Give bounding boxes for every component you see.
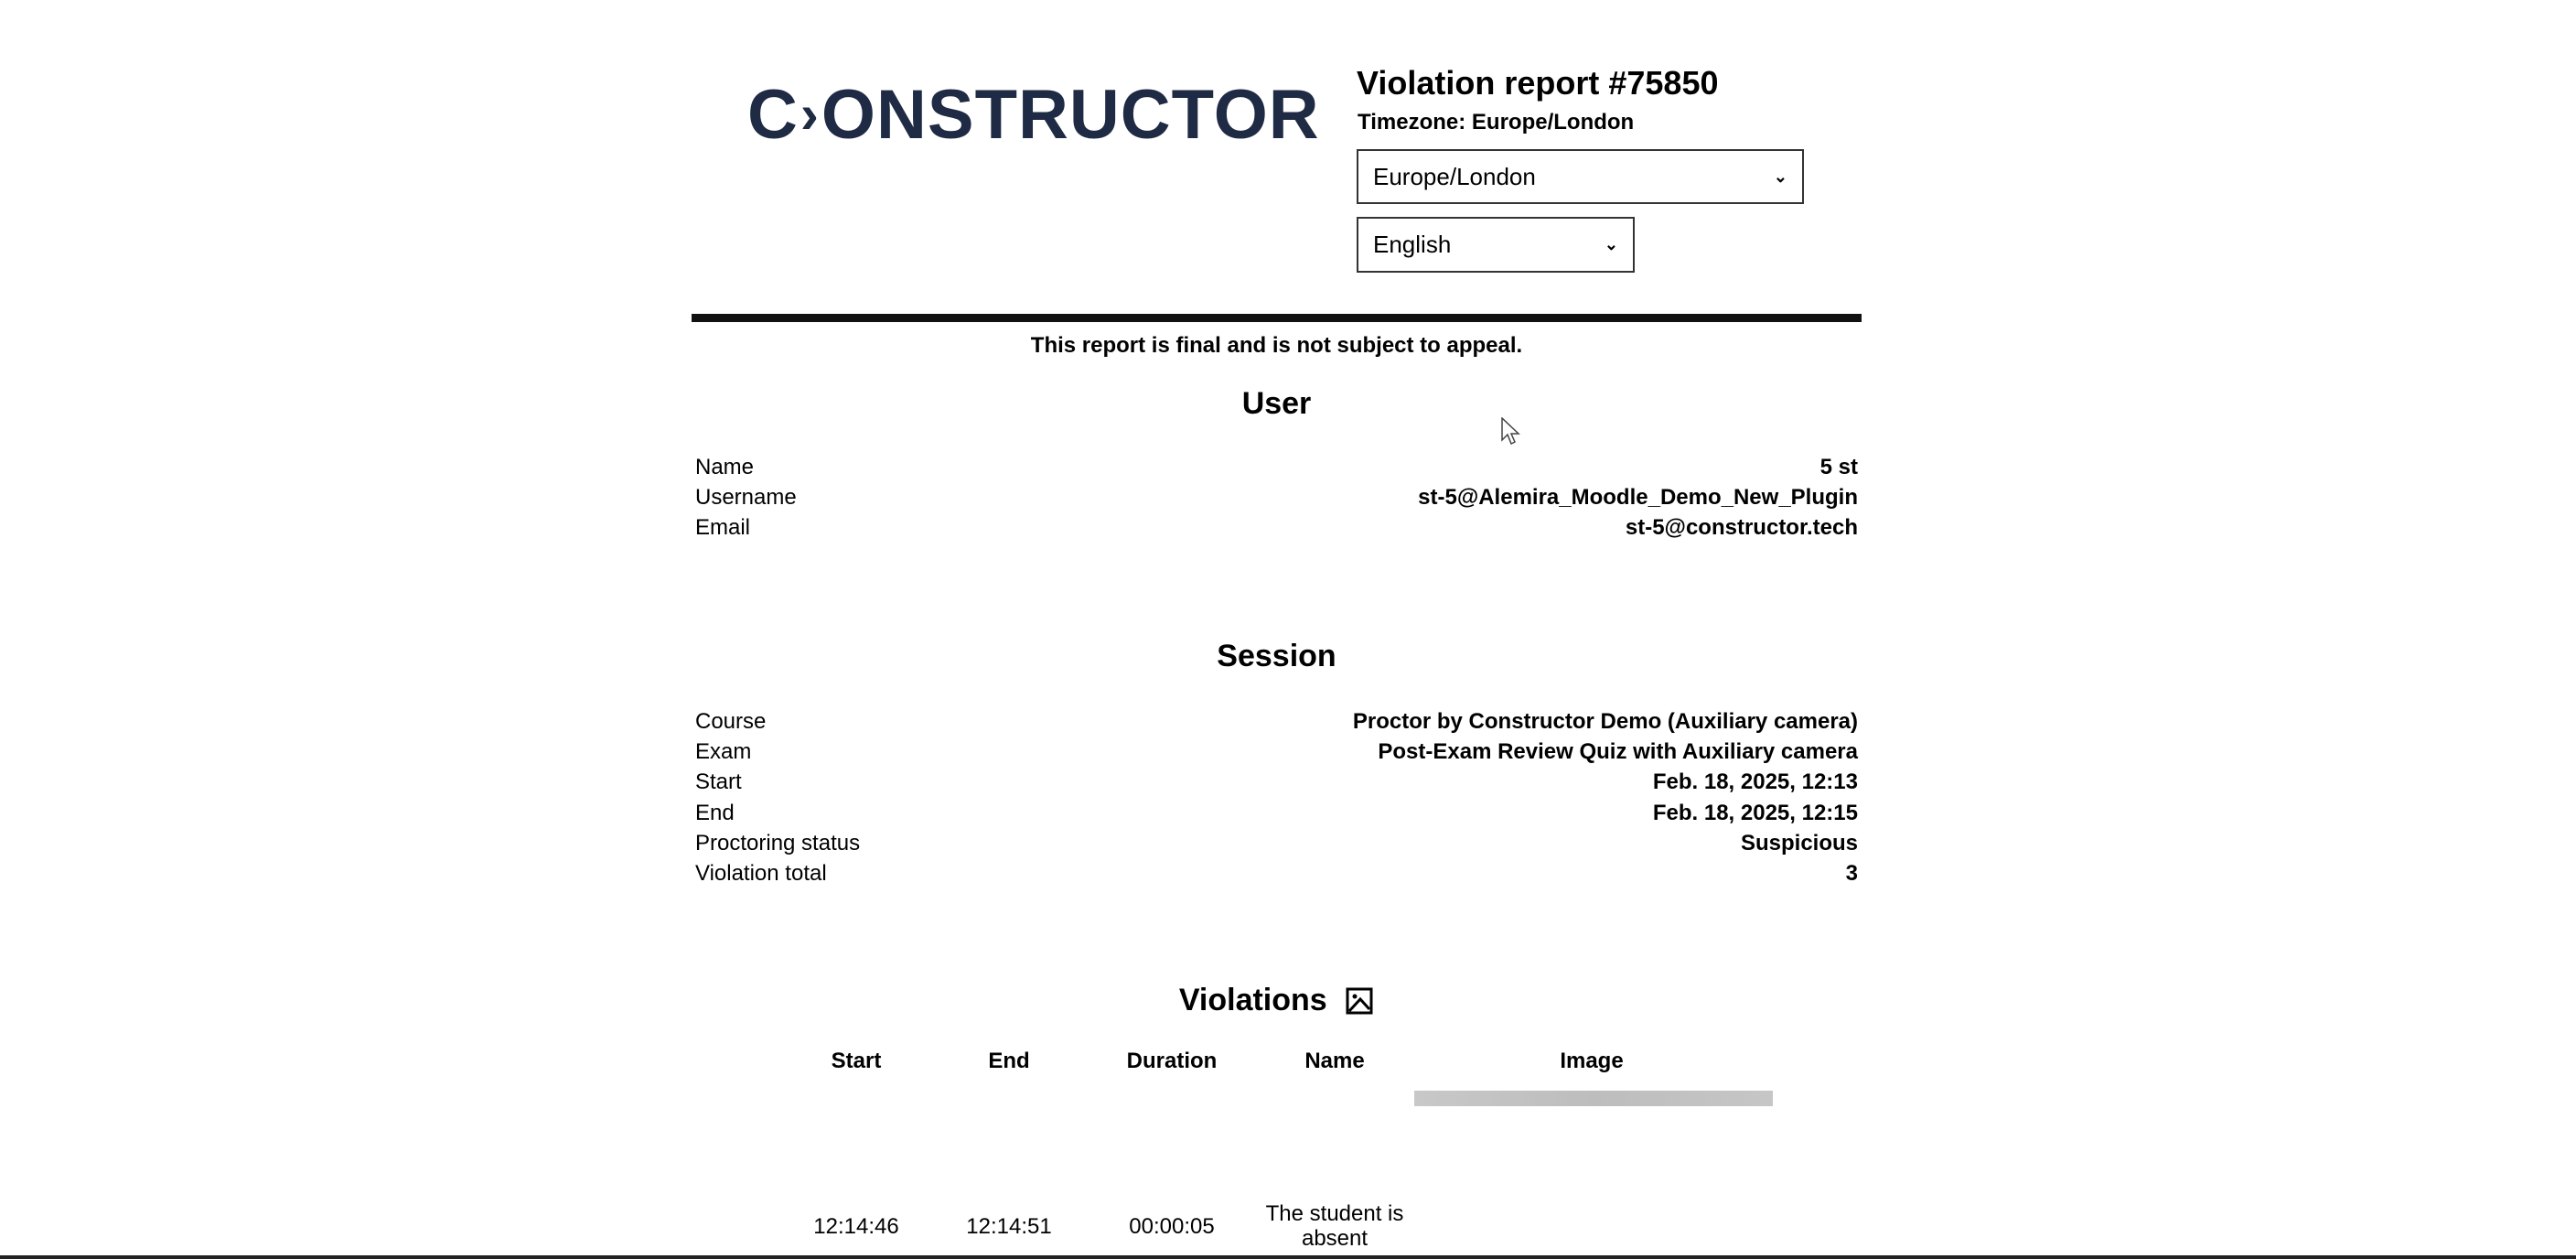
column-header-image: Image [1560,1049,1624,1073]
row-label: Start [695,769,742,795]
info-row: Email st-5@constructor.tech [695,512,1858,543]
session-heading: Session [1217,639,1336,673]
column-header-duration: Duration [1126,1049,1218,1073]
info-row: End Feb. 18, 2025, 12:15 [695,798,1858,828]
column-header-end: End [988,1049,1030,1073]
report-title: Violation report #75850 [1357,64,1719,102]
row-label: Username [695,485,797,511]
image-loading-bar [1414,1091,1773,1106]
row-value: st-5@constructor.tech [1625,515,1858,541]
timezone-label: Timezone: Europe/London [1358,110,1635,135]
column-header-name: Name [1304,1049,1365,1073]
row-label: Name [695,455,755,479]
chevron-down-icon: ⌄ [1773,167,1787,186]
violations-heading: Violations [692,983,1862,1018]
info-row: Username st-5@Alemira_Moodle_Demo_New_Plu… [695,482,1858,512]
row-label: Email [695,515,751,541]
info-row: Exam Post-Exam Review Quiz with Auxiliary… [695,737,1858,767]
row-value: Post-Exam Review Quiz with Auxiliary cam… [1378,739,1858,765]
image-icon[interactable] [1345,986,1374,1016]
info-row: Course Proctor by Constructor Demo (Auxil… [695,706,1858,737]
header-divider [692,314,1862,322]
violations-heading-text: Violations [1178,983,1327,1017]
info-row: Name 5 st [695,452,1858,482]
user-heading: User [1241,386,1312,421]
info-row: Start Feb. 18, 2025, 12:13 [695,767,1858,797]
row-value: 3 [1845,861,1858,886]
column-header-start: Start [831,1049,882,1073]
final-notice: This report is final and is not subject … [1030,333,1523,358]
timezone-select[interactable]: Europe/London ⌄ [1357,149,1804,204]
mouse-cursor-icon [1501,417,1520,446]
language-select-value: English [1373,231,1452,258]
row-label: Violation total [695,861,827,886]
row-label: Course [695,709,767,734]
info-row: Violation total 3 [695,858,1858,888]
violation-duration: 00:00:05 [1129,1214,1215,1239]
language-select[interactable]: English ⌄ [1357,217,1635,273]
row-value: 5 st [1819,455,1858,479]
violation-start: 12:14:46 [813,1214,899,1239]
row-value: Proctor by Constructor Demo (Auxiliary c… [1352,709,1858,734]
logo-text: C›ONSTRUCTOR [747,76,1320,154]
row-value: st-5@Alemira_Moodle_Demo_New_Plugin [1418,485,1858,511]
row-label: Exam [695,739,752,765]
info-row: Proctoring status Suspicious [695,828,1858,858]
row-value: Suspicious [1740,830,1858,855]
constructor-logo: C›ONSTRUCTOR [747,81,1320,150]
row-label: End [695,800,735,825]
timezone-select-value: Europe/London [1373,162,1536,190]
violation-name: The student is absent [1265,1201,1404,1251]
row-value: Feb. 18, 2025, 12:15 [1652,800,1858,825]
chevron-down-icon: ⌄ [1604,235,1618,253]
row-value: Feb. 18, 2025, 12:13 [1652,769,1858,795]
violation-end: 12:14:51 [966,1214,1052,1239]
row-label: Proctoring status [695,830,861,855]
bottom-edge [0,1255,2576,1259]
